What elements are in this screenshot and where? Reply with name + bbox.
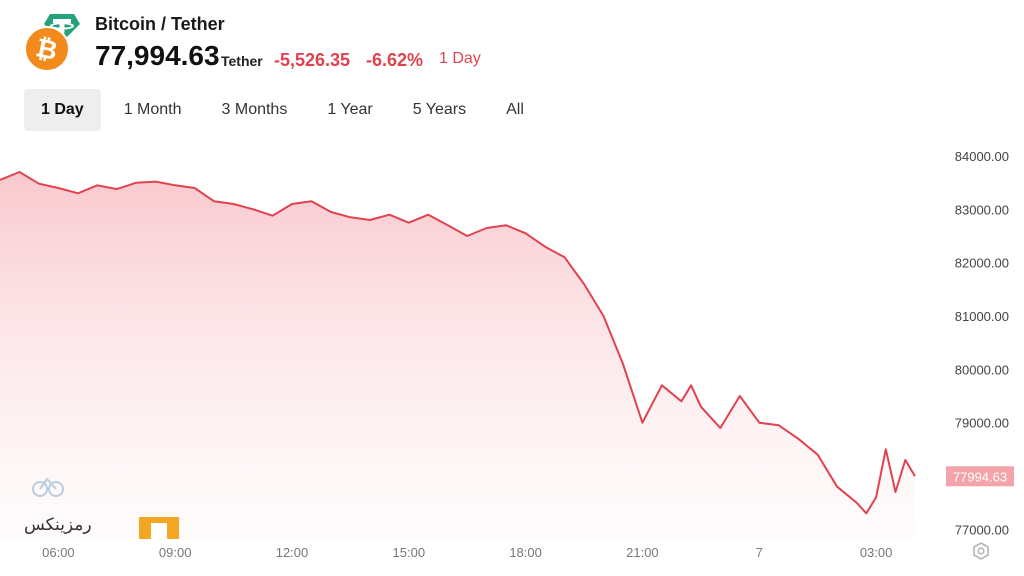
change-period: 1 Day [439, 50, 481, 67]
x-tick-label: 03:00 [860, 545, 893, 560]
brand-logo-icon [139, 517, 179, 539]
x-tick-label: 21:00 [626, 545, 659, 560]
tab-1-year[interactable]: 1 Year [327, 101, 373, 118]
y-tick-label: 81000.00 [955, 309, 1009, 324]
price-change-percent: -6.62% [366, 50, 424, 70]
last-price-label: 77994.63 [953, 469, 1007, 484]
tether-icon [44, 14, 80, 42]
settings-icon[interactable] [972, 542, 990, 560]
y-tick-label: 80000.00 [955, 362, 1009, 377]
pair-title: Bitcoin / Tether [95, 14, 225, 34]
tab-5-years[interactable]: 5 Years [412, 101, 467, 118]
x-tick-label: 12:00 [276, 545, 309, 560]
price-line [0, 171, 916, 515]
y-tick-label: 79000.00 [955, 416, 1009, 431]
bitcoin-icon: ₿ [24, 26, 70, 72]
x-tick-label: 7 [756, 545, 763, 560]
current-price: 77,994.63 [95, 40, 220, 71]
tab-1-day[interactable]: 1 Day [24, 89, 101, 131]
x-tick-label: 09:00 [159, 545, 192, 560]
watermark-text: رمزینکس [24, 515, 92, 535]
tab-all[interactable]: All [506, 101, 524, 118]
coin-pair-icons: ₿ [24, 14, 84, 76]
price-unit: Tether [221, 53, 263, 69]
x-tick-label: 15:00 [393, 545, 426, 560]
last-price-marker [946, 466, 1014, 487]
timeframe-tabs: 1 Day 1 Month 3 Months 1 Year 5 Years Al… [24, 89, 547, 131]
tab-1-month[interactable]: 1 Month [123, 101, 182, 118]
y-tick-label: 82000.00 [955, 256, 1009, 271]
y-tick-label: 77000.00 [955, 522, 1009, 537]
tab-3-months[interactable]: 3 Months [221, 101, 288, 118]
y-tick-label: 83000.00 [955, 202, 1009, 217]
cycle-logo-icon [32, 477, 64, 497]
price-area [0, 172, 915, 540]
price-change: -5,526.35 [274, 50, 351, 70]
x-tick-label: 18:00 [509, 545, 542, 560]
x-tick-label: 06:00 [42, 545, 75, 560]
y-tick-label: 84000.00 [955, 149, 1009, 164]
